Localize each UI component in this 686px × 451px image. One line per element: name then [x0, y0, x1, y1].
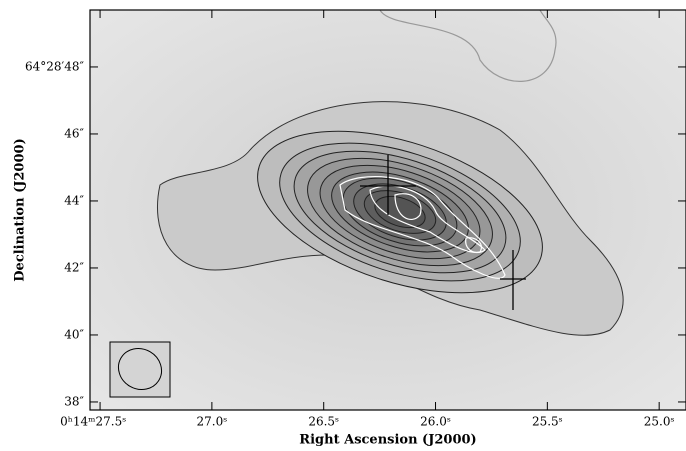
x-tick-label: 25.5ˢ [532, 415, 563, 429]
x-axis-label: Right Ascension (J2000) [299, 433, 476, 448]
x-tick-label: 26.0ˢ [420, 415, 451, 429]
y-tick-label: 42″ [64, 260, 84, 274]
x-tick-label: 27.0ˢ [197, 415, 228, 429]
y-axis-label: Declination (J2000) [13, 138, 28, 281]
page: {"chart_data": {"type": "image", "xlabel… [0, 0, 686, 451]
y-tick-label: 40″ [64, 327, 84, 341]
y-tick-label: 64°28′48″ [25, 59, 85, 73]
y-tick-label: 44″ [64, 193, 84, 207]
y-tick-label: 46″ [64, 126, 84, 140]
x-tick-label: 26.5ˢ [308, 415, 339, 429]
image [90, 10, 686, 410]
x-tick-label: 25.0ˢ [644, 415, 675, 429]
y-tick-label: 38″ [64, 394, 84, 408]
chart: Right Ascension (J2000) Declination (J20… [0, 0, 686, 451]
x-tick-label: 0ʰ14ᵐ27.5ˢ [60, 415, 126, 429]
